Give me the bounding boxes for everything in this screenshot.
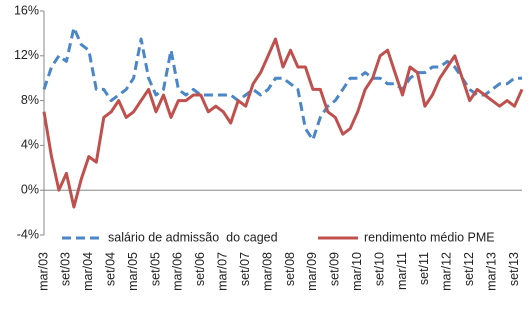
series-line (42, 26, 522, 142)
x-tick-label: mar/05 (126, 252, 140, 291)
x-tick-label: set/03 (59, 252, 73, 286)
x-tick-label: mar/12 (440, 252, 454, 291)
x-tick-label: set/09 (328, 252, 342, 286)
legend-label: salário de admissão do caged (108, 230, 278, 244)
x-tick-label: mar/08 (260, 252, 274, 291)
x-tick-label: set/13 (507, 252, 521, 286)
x-tick-label: set/06 (193, 252, 207, 286)
x-tick-label: set/05 (148, 252, 162, 286)
x-tick-label: set/08 (283, 252, 297, 286)
x-tick-label: mar/11 (395, 252, 409, 290)
x-tick-label: mar/10 (350, 252, 364, 291)
y-tick-label: 16% (14, 3, 39, 17)
x-tick-label: mar/04 (81, 252, 95, 291)
x-tick-label: mar/13 (484, 252, 498, 291)
x-tick-label: mar/06 (171, 252, 185, 291)
y-tick-label: 0% (21, 182, 39, 196)
y-tick-label: 8% (21, 93, 39, 107)
y-tick-label: -4% (17, 227, 39, 241)
x-tick-label: set/10 (372, 252, 386, 286)
legend-label: rendimento médio PME (364, 230, 495, 244)
series-line (42, 37, 524, 209)
x-tick-label: mar/07 (216, 252, 230, 291)
x-tick-label: set/11 (417, 252, 431, 285)
x-tick-label: set/07 (238, 252, 252, 286)
x-tick-label: set/04 (104, 252, 118, 286)
x-tick-label: set/12 (462, 252, 476, 286)
y-tick-label: 4% (21, 138, 39, 152)
y-tick-label: 12% (14, 48, 39, 62)
x-tick-label: mar/09 (305, 252, 319, 291)
x-tick-label: mar/03 (36, 252, 50, 291)
